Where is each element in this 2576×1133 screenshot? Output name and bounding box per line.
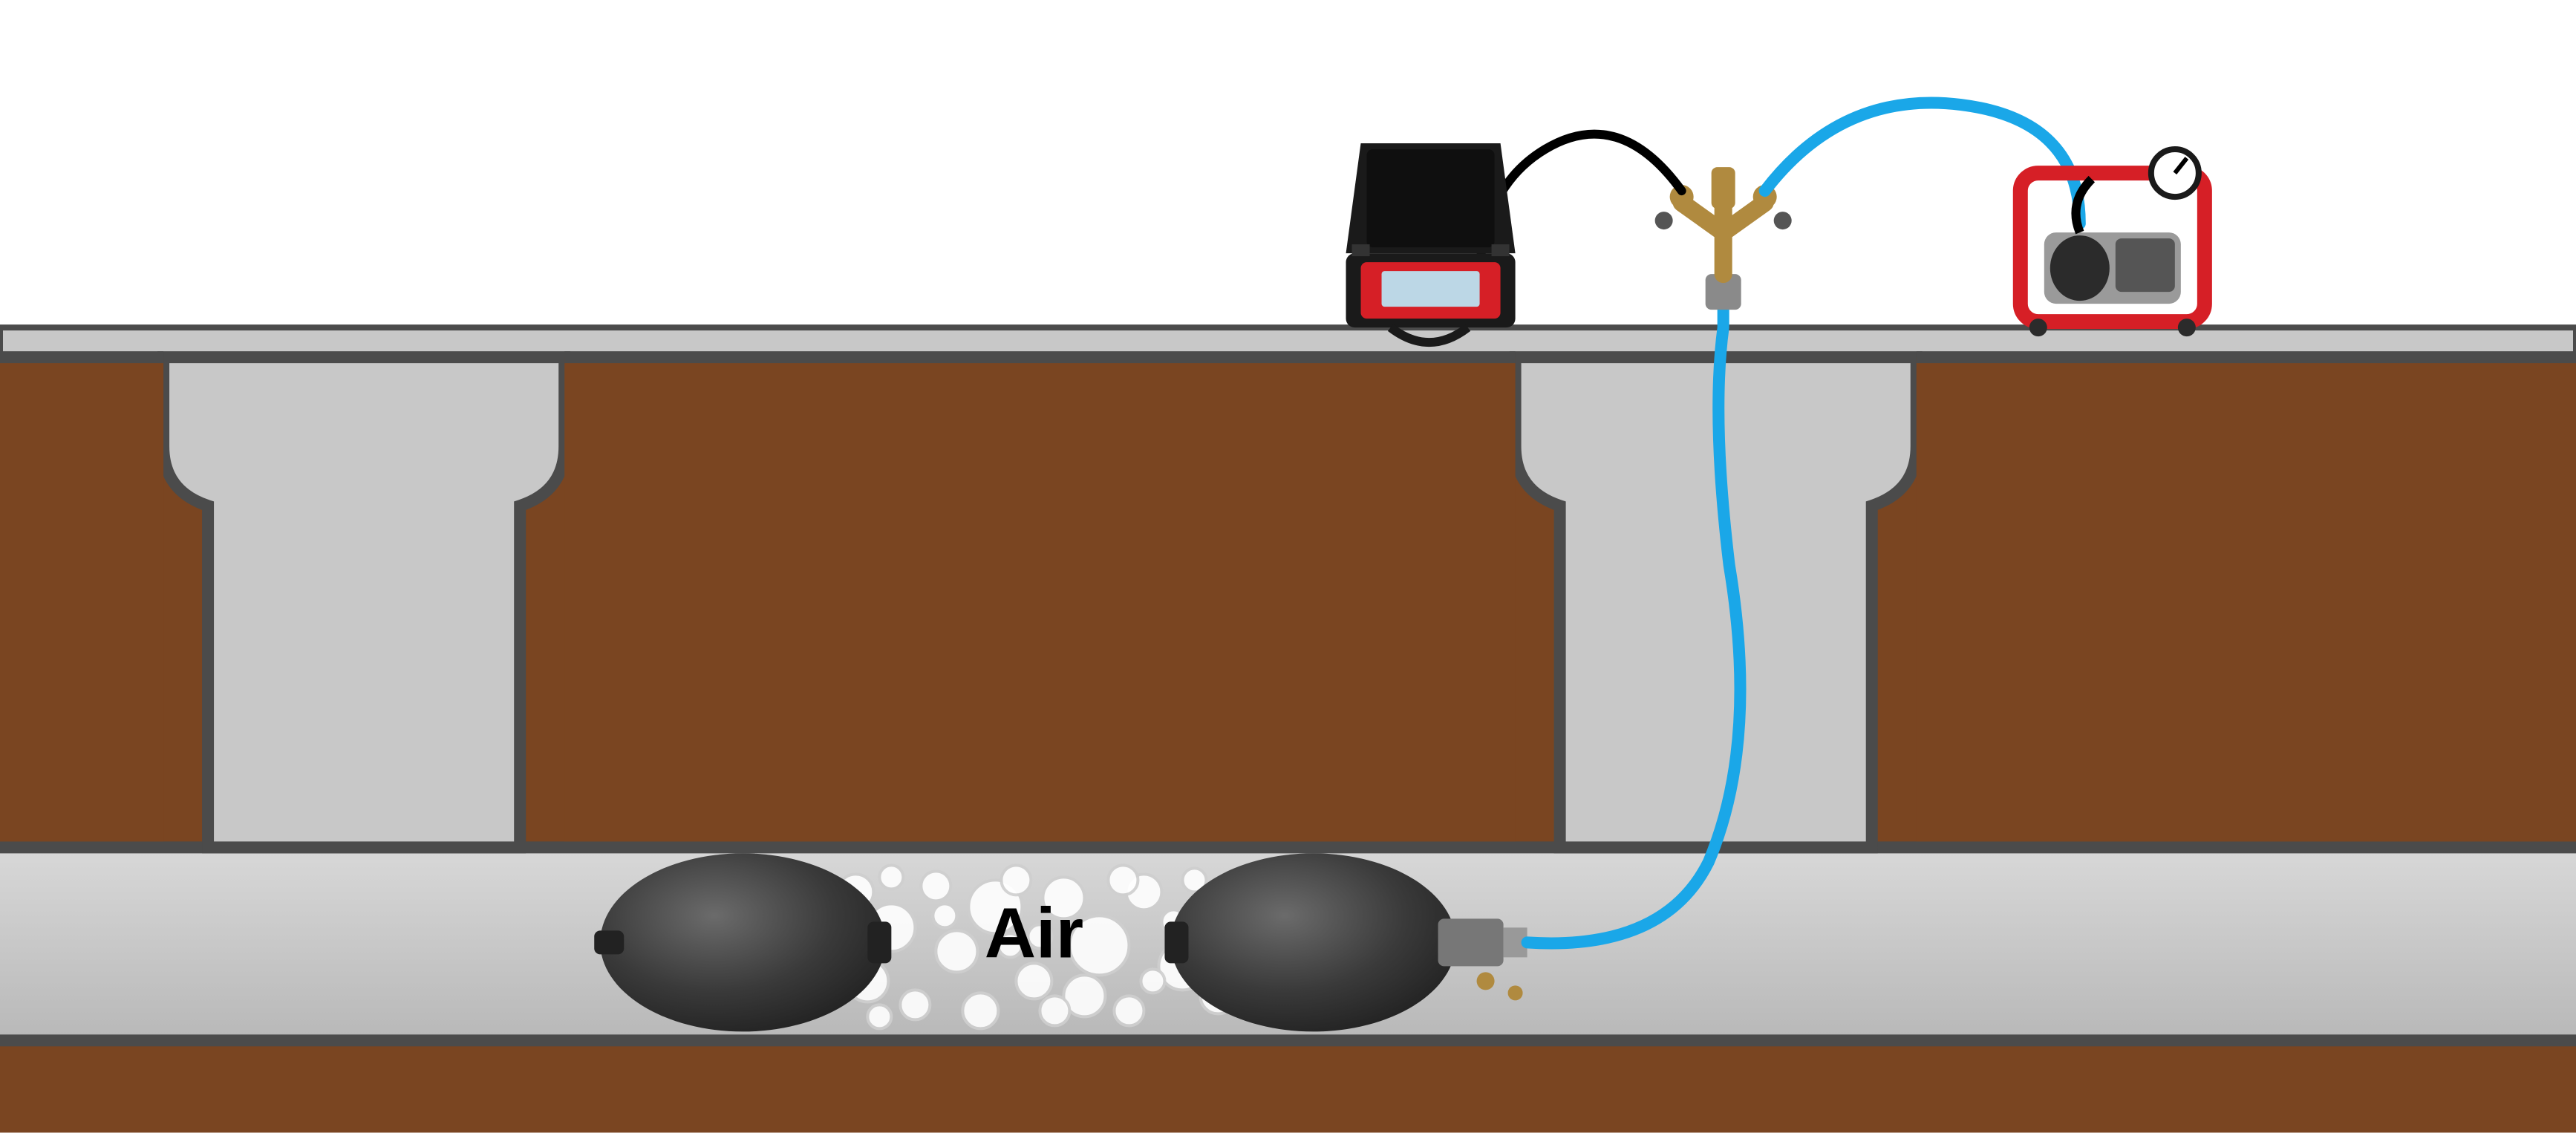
bubble: [879, 865, 903, 889]
bubble: [936, 930, 977, 972]
bubble: [900, 990, 930, 1019]
diagram-canvas: Air: [0, 0, 2576, 1133]
bubble: [933, 904, 956, 927]
bubble: [1108, 865, 1138, 895]
bubble: [1114, 996, 1144, 1025]
air-label: Air: [985, 893, 1083, 973]
bubble: [962, 993, 998, 1028]
bubble: [921, 871, 950, 901]
bubble: [1141, 969, 1164, 993]
diagram-svg: Air: [0, 0, 2576, 1133]
manhole-left: [163, 357, 564, 847]
pressure-gauge-icon: [2151, 149, 2199, 197]
control-case: [1346, 143, 1516, 342]
bubble: [1040, 996, 1069, 1025]
bubble: [1001, 865, 1031, 895]
bubble: [867, 1005, 891, 1028]
